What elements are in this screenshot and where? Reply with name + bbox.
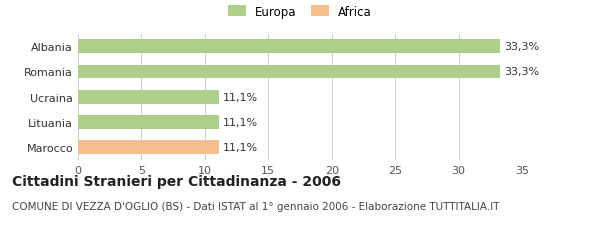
Bar — [78, 40, 500, 54]
Text: 33,3%: 33,3% — [504, 67, 539, 77]
Bar — [78, 90, 219, 104]
Text: 11,1%: 11,1% — [223, 92, 258, 102]
Text: Cittadini Stranieri per Cittadinanza - 2006: Cittadini Stranieri per Cittadinanza - 2… — [12, 174, 341, 188]
Text: 11,1%: 11,1% — [223, 117, 258, 128]
Legend: Europa, Africa: Europa, Africa — [223, 1, 377, 23]
Text: COMUNE DI VEZZA D'OGLIO (BS) - Dati ISTAT al 1° gennaio 2006 - Elaborazione TUTT: COMUNE DI VEZZA D'OGLIO (BS) - Dati ISTA… — [12, 202, 499, 211]
Text: 33,3%: 33,3% — [504, 42, 539, 52]
Bar — [78, 65, 500, 79]
Text: 11,1%: 11,1% — [223, 143, 258, 153]
Bar — [78, 141, 219, 155]
Bar — [78, 116, 219, 129]
